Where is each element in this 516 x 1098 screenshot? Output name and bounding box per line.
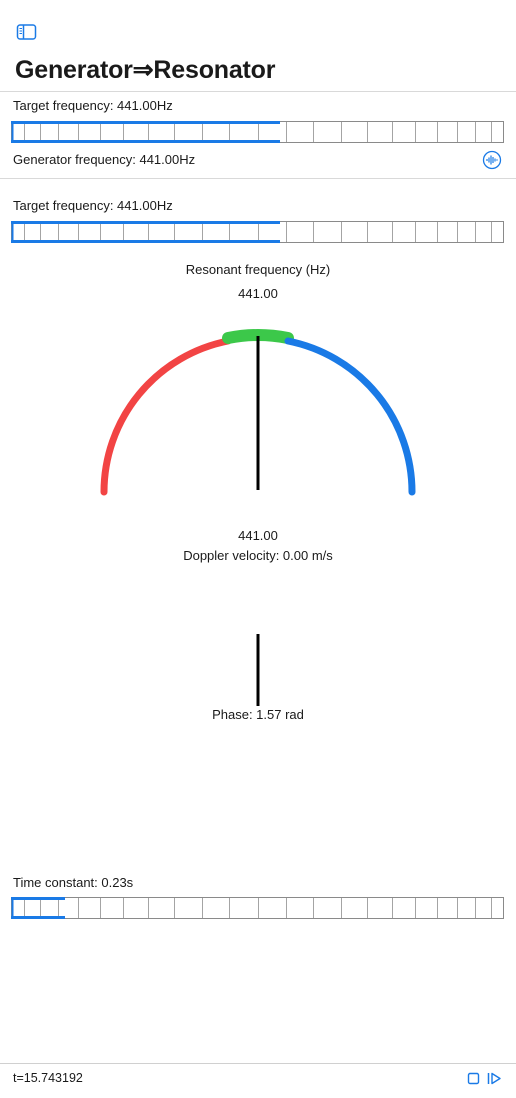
resonator-target-frequency-slider[interactable] (11, 221, 504, 243)
gauge-title: Resonant frequency (Hz) (185, 262, 331, 277)
section-divider (0, 178, 516, 179)
audio-toggle-button[interactable] (482, 150, 502, 170)
sidebar-toggle-button[interactable] (16, 23, 38, 41)
page-title: Generator⇒Resonator (15, 56, 276, 84)
time-constant-slider[interactable] (11, 897, 504, 919)
stop-button[interactable] (467, 1072, 480, 1085)
generator-target-frequency-label: Target frequency: 441.00Hz (13, 98, 173, 113)
gauge-arc-low (100, 337, 232, 496)
slider-track (11, 121, 504, 143)
step-forward-button[interactable] (486, 1071, 502, 1086)
gauge-arc-high (284, 337, 416, 496)
gauge-value-bottom: 441.00 (238, 528, 278, 543)
gauge-value-top: 441.00 (238, 286, 278, 301)
generator-frequency-label: Generator frequency: 441.00Hz (13, 152, 196, 167)
slider-border (11, 221, 504, 243)
resonator-target-frequency-label: Target frequency: 441.00Hz (13, 198, 173, 213)
sidebar-toggle-icon (16, 24, 37, 40)
time-readout: t=15.743192 (13, 1071, 83, 1085)
stop-icon (467, 1072, 480, 1085)
slider-track (11, 897, 504, 919)
waveform-circle-icon (482, 150, 502, 170)
header-divider (0, 91, 516, 92)
slider-border (11, 897, 504, 919)
time-constant-label: Time constant: 0.23s (13, 875, 134, 890)
step-forward-icon (487, 1072, 501, 1085)
phase-indicator (256, 634, 260, 706)
gauge-arc-center (222, 329, 294, 344)
resonance-gauge (100, 329, 416, 496)
slider-border (11, 121, 504, 143)
phase-label: Phase: 1.57 rad (212, 707, 304, 722)
doppler-velocity-label: Doppler velocity: 0.00 m/s (183, 548, 333, 563)
generator-target-frequency-slider[interactable] (11, 121, 504, 143)
footer-divider (0, 1063, 516, 1064)
slider-track (11, 221, 504, 243)
